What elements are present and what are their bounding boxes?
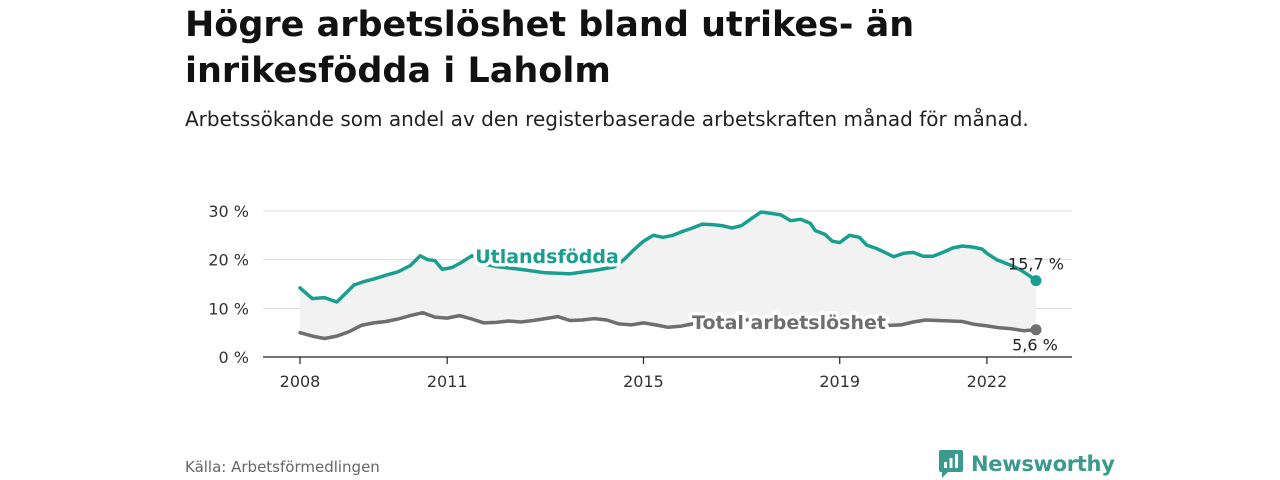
series-line [298,310,1038,341]
x-tick-label: 2022 [967,372,1008,391]
x-tick-label: 2015 [623,372,664,391]
series-lines: 15,7 % Utlandsfödda 5,6 % Total arbetslöshe… [298,210,1064,355]
chart-subtitle: Arbetssökande som andel av den registerb… [185,107,1029,131]
x-axis-ticks: 2008 2011 2015 2019 2022 [280,357,1008,391]
y-tick-label: 0 % [219,348,249,367]
y-tick-label: 30 % [208,202,249,221]
line-chart: 0 % 10 % 20 % 30 % 2008 2011 2015 2019 2022 15,… [208,202,1072,391]
y-axis-ticks: 0 % 10 % 20 % 30 % [208,202,249,367]
series-name-label: Total arbetslöshet [692,312,886,334]
series-end-marker [1030,324,1042,336]
brand-logo: Newsworthy [938,448,1115,480]
x-tick-label: 2011 [427,372,468,391]
newsworthy-logo-icon [939,450,963,478]
series-end-label: 5,6 % [1012,336,1058,355]
x-tick-label: 2008 [280,372,321,391]
brand-name: Newsworthy [971,452,1115,476]
y-tick-label: 10 % [208,299,249,318]
y-tick-label: 20 % [208,251,249,270]
series-line [298,210,1038,304]
chart-title: Högre arbetslöshet bland utrikes- än inr… [185,5,915,91]
source-note: Källa: Arbetsförmedlingen [185,458,380,476]
series-name-label: Utlandsfödda [475,246,619,268]
series-end-label: 15,7 % [1008,255,1064,274]
series-end-marker [1030,275,1042,287]
gap-band [300,212,1036,339]
x-tick-label: 2019 [819,372,860,391]
